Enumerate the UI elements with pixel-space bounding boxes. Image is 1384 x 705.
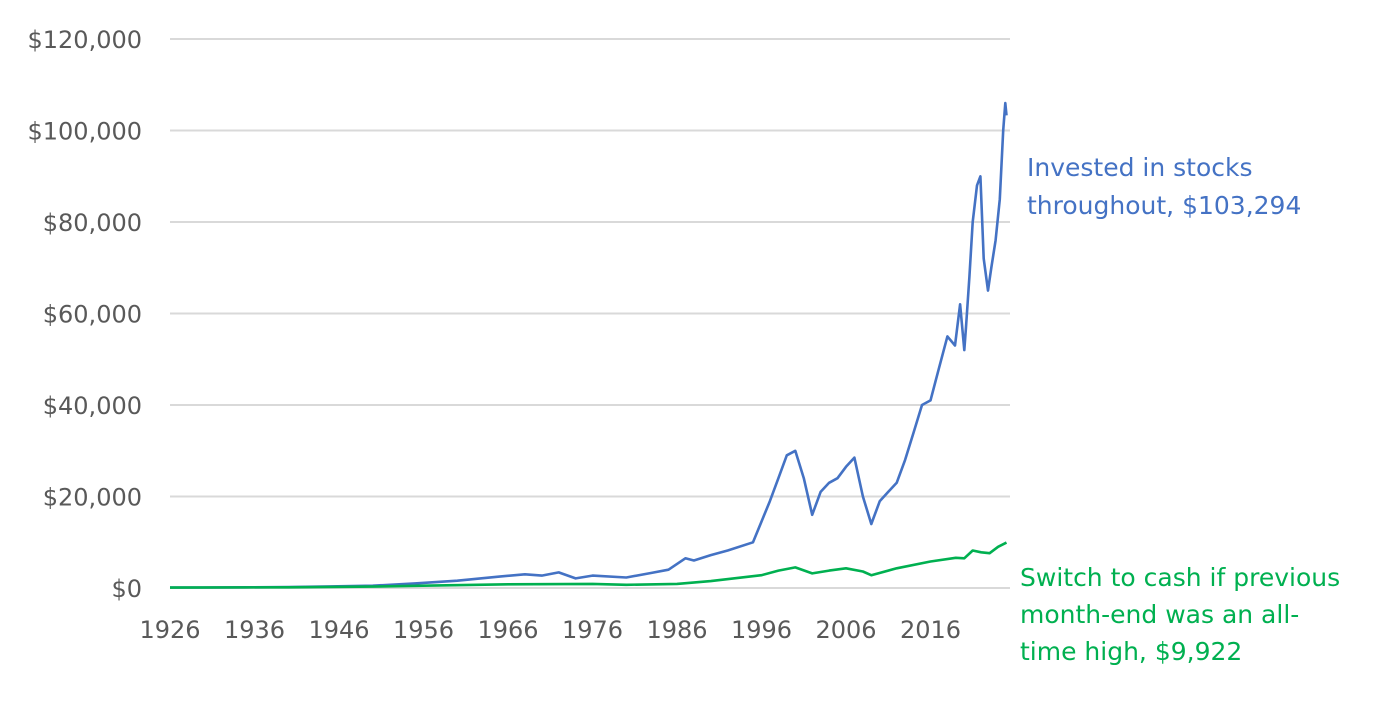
- switch-annotation-line-3: time high, $9,922: [1020, 637, 1242, 666]
- stocks-annotation-line-1: Invested in stocks: [1027, 153, 1253, 182]
- x-tick-label: 1996: [731, 616, 792, 644]
- x-tick-label: 1946: [308, 616, 369, 644]
- x-tick-label: 1986: [646, 616, 707, 644]
- y-tick-label: $100,000: [27, 118, 142, 146]
- gridlines: [170, 38, 1010, 589]
- switch-annotation-line-2: month-end was an all-: [1020, 600, 1299, 629]
- stocks-annotation-line-2: throughout, $103,294: [1027, 191, 1301, 220]
- series-lines: [169, 101, 1008, 589]
- y-tick-label: $80,000: [43, 209, 142, 237]
- x-tick-label: 1966: [477, 616, 538, 644]
- x-axis-tick-labels: 1926 1936 1946 1956 1966 1976 1986 1996 2006 2016: [139, 616, 961, 644]
- annotations: Invested in stocks throughout, $103,294 …: [1020, 153, 1348, 666]
- y-tick-label: $120,000: [27, 26, 142, 54]
- x-tick-label: 2006: [815, 616, 876, 644]
- x-tick-label: 1976: [562, 616, 623, 644]
- y-axis-tick-labels: $0 $20,000 $40,000 $60,000 $80,000 $100,000 $1…: [27, 26, 142, 603]
- stocks-annotation: Invested in stocks throughout, $103,294: [1027, 153, 1301, 220]
- y-tick-label: $20,000: [43, 484, 142, 512]
- y-tick-label: $0: [111, 575, 142, 603]
- x-tick-label: 1956: [393, 616, 454, 644]
- series-line-stocks: [170, 101, 1008, 589]
- y-tick-label: $60,000: [43, 301, 142, 329]
- y-tick-label: $40,000: [43, 392, 142, 420]
- switch-annotation-line-1: Switch to cash if previous: [1020, 563, 1340, 592]
- x-tick-label: 2016: [900, 616, 961, 644]
- switch-annotation: Switch to cash if previous month-end was…: [1020, 563, 1348, 666]
- x-tick-label: 1936: [224, 616, 285, 644]
- x-tick-label: 1926: [139, 616, 200, 644]
- series-line-switch: [169, 541, 1008, 589]
